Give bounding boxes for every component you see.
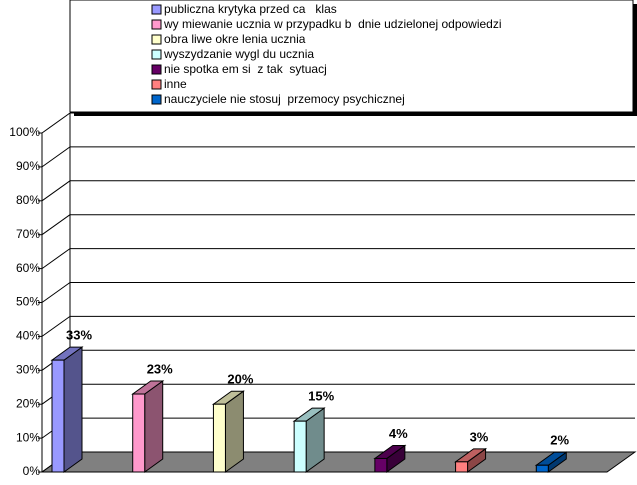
y-tick-label: 40% (16, 329, 40, 343)
bar (455, 461, 469, 473)
y-tick-label: 80% (16, 193, 40, 207)
value-label: 15% (308, 389, 334, 404)
value-label: 3% (470, 429, 489, 444)
y-tick-label: 0% (23, 464, 41, 478)
legend-box (69, 0, 634, 113)
bar-side (224, 390, 244, 473)
legend-label: wy miewanie ucznia w przypadku b dnie ud… (163, 17, 502, 31)
grid-line (41, 315, 71, 337)
y-tick-label: 60% (16, 261, 40, 275)
bar (212, 403, 226, 473)
y-tick-label: 100% (9, 125, 40, 139)
legend-label: obra liwe okre lenia ucznia (164, 32, 306, 46)
y-tick-label: 90% (16, 159, 40, 173)
grid-line (41, 248, 71, 270)
bar (535, 464, 549, 473)
legend-label: nie spotka em si z tak sytuacj (164, 62, 327, 76)
value-label: 2% (550, 433, 569, 448)
value-label: 4% (389, 426, 408, 441)
grid-line (41, 146, 71, 168)
value-label: 20% (227, 372, 253, 387)
value-label: 23% (147, 361, 173, 376)
legend-swatch (151, 19, 162, 30)
value-label: 33% (66, 328, 92, 343)
y-tick-label: 30% (16, 362, 40, 376)
y-tick-label: 70% (16, 227, 40, 241)
legend-label: wyszydzanie wygl du ucznia (163, 47, 314, 61)
grid-line (41, 214, 71, 236)
bar (132, 393, 146, 473)
legend-swatch (151, 49, 162, 60)
bar (293, 420, 307, 473)
legend-swatch (151, 64, 162, 75)
legend-label: publiczna krytyka przed ca klas (164, 2, 337, 16)
legend-swatch (151, 4, 162, 15)
legend-label: nauczyciele nie stosuj przemocy psychicz… (164, 92, 405, 106)
y-tick-label: 10% (16, 430, 40, 444)
bar-side (63, 346, 83, 473)
y-tick-label: 50% (16, 295, 40, 309)
grid-line (41, 282, 71, 303)
grid-line (41, 112, 71, 134)
bar (51, 359, 65, 473)
legend-swatch (151, 94, 162, 105)
bar (374, 457, 388, 473)
bar-side (144, 380, 164, 473)
grid-line (41, 180, 71, 202)
legend-swatch (151, 79, 162, 90)
legend-swatch (151, 34, 162, 45)
y-tick-label: 20% (16, 396, 40, 410)
legend-label: inne (164, 77, 187, 91)
